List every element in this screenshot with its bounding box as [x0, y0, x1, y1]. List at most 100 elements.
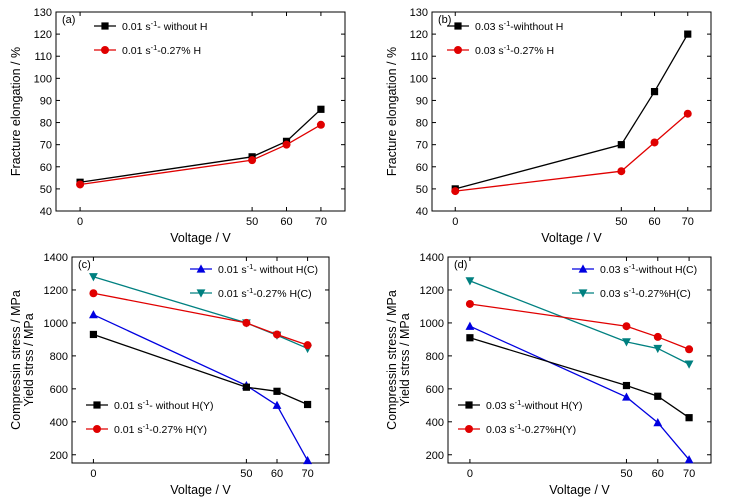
y-axis-label-secondary: Yield strss / MPa	[398, 313, 412, 406]
y-tick-label: 130	[410, 7, 428, 19]
legend-label: 0.03 s-1-0.27%H(Y)	[486, 422, 576, 436]
y-tick-label: 800	[426, 351, 444, 363]
x-tick-label: 70	[682, 216, 694, 228]
chart-panel-a: 4050607080901001101201300 50 60 70Voltage /…	[9, 7, 345, 245]
legend-label-rest: -0.27%H(C)	[635, 288, 690, 300]
y-tick-label: 80	[416, 118, 428, 130]
y-tick-label: 120	[34, 29, 52, 41]
y-tick-label: 90	[416, 95, 428, 107]
chart-panel-c: 2004006008001000120014000 50 60 70Voltage /…	[9, 252, 329, 497]
series-1	[89, 273, 312, 353]
legend-label-main: 0.01 s	[114, 424, 143, 436]
y-axis-label: Fracture elongation / %	[385, 47, 399, 176]
y-tick-label: 1200	[44, 285, 68, 297]
data-point	[466, 322, 475, 330]
data-point	[317, 106, 324, 113]
x-tick-label: 60	[280, 216, 292, 228]
series-line	[80, 125, 321, 185]
legend-label-rest: -wihthout H	[510, 21, 563, 33]
y-tick-label: 1400	[420, 252, 444, 264]
legend-label-superscript: -1	[515, 422, 522, 431]
legend-label-main: 0.01 s	[122, 21, 151, 33]
y-tick-label: 50	[416, 184, 428, 196]
x-axis-label: Voltage / V	[541, 231, 602, 245]
legend-label-superscript: -1	[504, 19, 511, 28]
legend-label-superscript: -1	[247, 286, 254, 295]
y-tick-label: 60	[40, 162, 52, 174]
legend-label-main: 0.01 s	[114, 400, 143, 412]
legend-label-superscript: -1	[629, 262, 636, 271]
y-tick-label: 800	[50, 351, 68, 363]
y-tick-label: 110	[34, 51, 52, 63]
y-tick-label: 600	[50, 384, 68, 396]
y-tick-label: 50	[40, 184, 52, 196]
legend-marker	[101, 22, 108, 29]
y-tick-label: 600	[426, 384, 444, 396]
series-0	[466, 322, 694, 464]
legend-marker	[101, 46, 109, 54]
y-tick-label: 130	[34, 7, 52, 19]
data-point	[684, 110, 692, 118]
y-tick-label: 100	[34, 73, 52, 85]
legend-label: 0.03 s-1-without H(C)	[600, 262, 697, 276]
plot-frame	[432, 12, 711, 211]
panel-label: (b)	[438, 14, 451, 26]
legend: 0.03 s-1-wihthout H0.03 s-1-0.27% H	[447, 19, 563, 57]
series-line	[470, 304, 689, 349]
legend-label-rest: -0.27% H	[157, 45, 201, 57]
x-tick-label: 0	[77, 216, 83, 228]
y-axis-label-secondary: Yield strss / MPa	[22, 313, 36, 406]
data-point	[248, 156, 256, 164]
data-point	[304, 341, 312, 349]
legend-label: 0.01 s-1-0.27% H(C)	[218, 286, 312, 300]
legend-marker	[93, 401, 100, 408]
legend: 0.01 s-1- without H0.01 s-1 -0.27% H	[94, 19, 207, 57]
y-tick-label: 60	[416, 162, 428, 174]
x-tick-label: 60	[648, 216, 660, 228]
y-tick-label: 200	[50, 450, 68, 462]
legend-label: 0.01 s-1- without H	[122, 19, 207, 33]
legend-label-main: 0.03 s	[486, 424, 515, 436]
legend-label-main: 0.03 s	[475, 21, 504, 33]
data-point	[617, 167, 625, 175]
x-tick-label: 50	[620, 468, 632, 480]
y-tick-label: 1400	[44, 252, 68, 264]
data-point	[654, 393, 661, 400]
y-tick-label: 400	[426, 417, 444, 429]
y-tick-label: 110	[410, 51, 428, 63]
x-axis-label: Voltage / V	[170, 483, 231, 497]
y-tick-label: 40	[40, 206, 52, 218]
data-point	[273, 388, 280, 395]
x-tick-label: 70	[683, 468, 695, 480]
legend-label-superscript: -1	[629, 286, 636, 295]
panel-label: (a)	[62, 14, 75, 26]
legend-label-main: 0.01 s	[218, 264, 247, 276]
data-point	[653, 345, 662, 353]
legend-label-superscript: -1	[247, 262, 254, 271]
legend-label-rest: -0.27% H(C)	[253, 288, 311, 300]
data-point	[243, 384, 250, 391]
legend-label: 0.01 s-1- without H(C)	[218, 262, 318, 276]
y-axis-label: Compressin stress / MPa	[385, 290, 399, 430]
data-point	[466, 300, 474, 308]
legend-label-rest: -0.27%H(Y)	[521, 424, 576, 436]
data-point	[685, 345, 693, 353]
legend-marker	[454, 22, 461, 29]
data-point	[90, 331, 97, 338]
legend-label-superscript: -1	[143, 398, 150, 407]
legend-label-rest: - without H(C)	[253, 264, 318, 276]
legend-label-main: 0.03 s	[475, 45, 504, 57]
legend-label-rest: -0.27% H	[510, 45, 554, 57]
y-tick-label: 100	[410, 73, 428, 85]
data-point	[466, 277, 475, 285]
legend-label-main: 0.03 s	[600, 288, 629, 300]
legend-label-main: 0.01 s	[218, 288, 247, 300]
data-point	[651, 138, 659, 146]
legend-label-main: 0.03 s	[600, 264, 629, 276]
series-line	[455, 34, 688, 189]
legend-marker	[465, 425, 473, 433]
x-tick-label: 70	[301, 468, 313, 480]
y-tick-label: 120	[410, 29, 428, 41]
legend-label-superscript: -1	[151, 19, 158, 28]
series-1	[451, 110, 692, 195]
